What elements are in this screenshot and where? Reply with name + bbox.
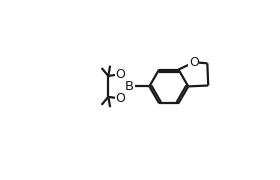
Text: O: O [189,56,199,69]
Text: O: O [116,92,125,105]
Text: B: B [125,80,134,93]
Text: O: O [116,68,125,81]
